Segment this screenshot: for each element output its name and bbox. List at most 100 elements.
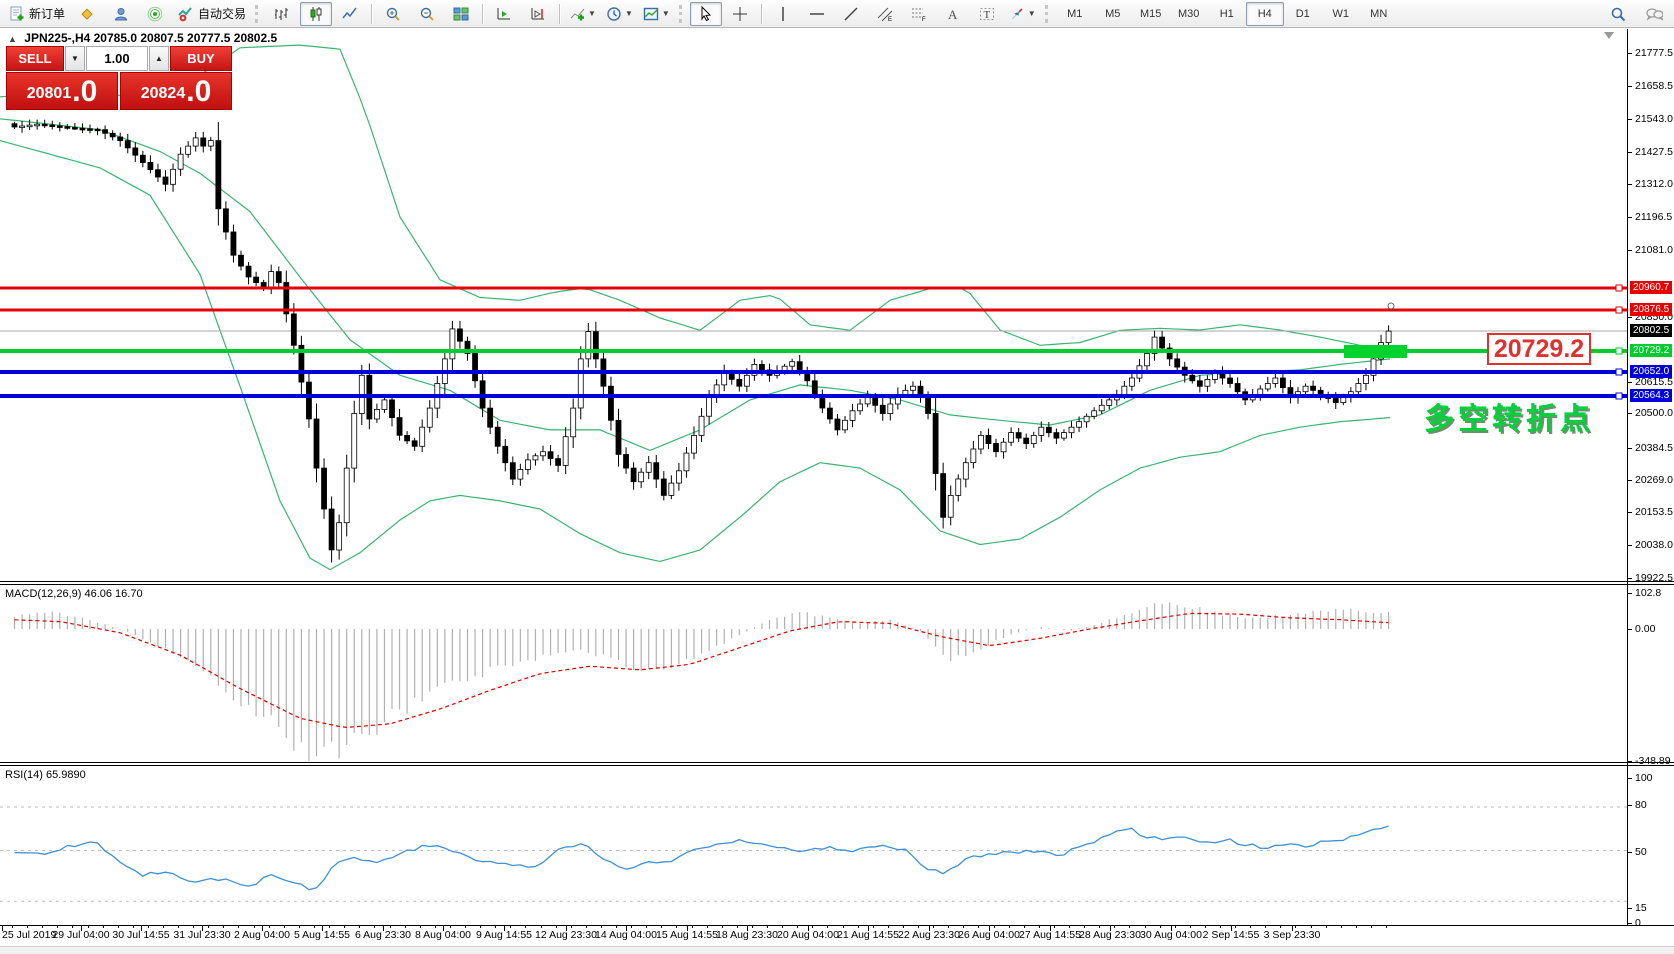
chart-shift-button[interactable] — [522, 2, 554, 26]
date-label: 18 Aug 23:30 — [716, 929, 778, 941]
vertical-line-button[interactable] — [767, 2, 799, 26]
signals-button[interactable] — [139, 2, 171, 26]
text-label-button[interactable]: T — [971, 2, 1003, 26]
timeframe-W1[interactable]: W1 — [1332, 7, 1349, 20]
candle — [540, 451, 546, 457]
cursor-button[interactable] — [689, 1, 722, 26]
search-button[interactable] — [1602, 2, 1634, 26]
pane-separator[interactable] — [0, 581, 1674, 585]
date-major-tick — [141, 926, 142, 931]
date-minor-tick — [556, 926, 557, 928]
community-button[interactable] — [105, 2, 137, 26]
sell-price-decimal: .0 — [72, 75, 98, 108]
crosshair-button[interactable] — [724, 2, 756, 26]
candle — [532, 455, 539, 461]
macd-tick-label: 0.00 — [1635, 623, 1656, 635]
autotrading-button[interactable]: 自动交易 — [173, 2, 250, 26]
zoom-in-button[interactable] — [377, 2, 409, 26]
zoom-out-button[interactable] — [411, 2, 443, 26]
svg-text:E: E — [888, 17, 892, 22]
dropdown-caret-icon: ▼ — [1027, 9, 1036, 18]
volume-decrease-button[interactable]: ▼ — [65, 46, 85, 71]
candle — [932, 413, 939, 474]
candle — [1189, 374, 1196, 382]
timeframe-M5[interactable]: M5 — [1105, 7, 1121, 20]
timeframe-M1[interactable]: M1 — [1067, 7, 1083, 20]
date-minor-tick — [782, 926, 783, 928]
collapse-icon[interactable]: ▲ — [8, 34, 17, 44]
buy-button[interactable]: BUY — [170, 46, 232, 71]
candle — [970, 448, 977, 464]
arrows-button[interactable]: ▼ — [1005, 2, 1040, 26]
timeframe-M15[interactable]: M15 — [1140, 7, 1162, 20]
date-minor-tick — [1039, 926, 1040, 928]
new-order-button[interactable]: 新订单 — [4, 2, 69, 26]
timeframe-MN[interactable]: MN — [1370, 7, 1388, 20]
candle — [645, 462, 652, 473]
text-button[interactable]: A — [937, 2, 969, 26]
main-chart-canvas[interactable] — [0, 29, 1627, 581]
timeframe-D1[interactable]: D1 — [1295, 7, 1310, 20]
tile-windows-button[interactable] — [445, 2, 477, 26]
candle — [1151, 336, 1158, 354]
scroll-to-end-icon[interactable] — [1604, 32, 1614, 39]
candle — [1166, 347, 1173, 360]
candle — [336, 522, 343, 551]
candle — [1083, 415, 1090, 423]
price-axis-tick — [1628, 250, 1632, 251]
date-minor-tick — [118, 926, 119, 928]
templates-icon — [643, 5, 660, 22]
time-axis[interactable]: 25 Jul 2019 29 Jul 04:00 30 Jul 14:55 31 Ju… — [0, 929, 1627, 945]
candle — [623, 454, 629, 469]
pane-separator[interactable] — [0, 762, 1674, 766]
sell-price[interactable]: 20801.0 — [6, 72, 118, 110]
price-axis[interactable]: 21777.5 21658.5 21543.0 21427.5 21312.0 21196… — [1628, 0, 1674, 954]
buy-price[interactable]: 20824.0 — [120, 72, 232, 110]
candle — [1204, 378, 1211, 387]
channel-button[interactable]: E — [869, 2, 901, 26]
price-axis-tick — [1628, 217, 1632, 218]
date-minor-tick — [1129, 926, 1130, 928]
timeframe-H1[interactable]: H1 — [1219, 7, 1234, 20]
date-major-tick — [929, 926, 930, 931]
sell-button[interactable]: SELL — [6, 46, 64, 71]
macd-axis-tick — [1628, 593, 1632, 594]
date-minor-tick — [88, 926, 89, 928]
trendline-button[interactable] — [835, 2, 867, 26]
metaeditor-button[interactable] — [71, 2, 103, 26]
templates-button[interactable]: ▼ — [639, 2, 674, 26]
macd-pane-canvas[interactable] — [0, 586, 1627, 762]
level-price-annotation[interactable]: 20729.2 — [1487, 333, 1591, 365]
candlestick-chart-button[interactable] — [300, 1, 333, 26]
date-label: 2 Sep 14:55 — [1202, 929, 1260, 941]
candle — [706, 396, 712, 417]
timeframe-M30[interactable]: M30 — [1178, 7, 1200, 20]
candle — [19, 125, 25, 129]
highlight-rectangle[interactable] — [1344, 345, 1407, 358]
fibonacci-button[interactable]: F — [903, 2, 935, 26]
date-minor-tick — [933, 926, 934, 928]
rsi-axis-tick — [1628, 908, 1632, 909]
candle — [1227, 377, 1233, 384]
chat-button[interactable] — [1638, 2, 1670, 26]
indicators-button[interactable]: ▼ — [565, 2, 600, 26]
auto-scroll-button[interactable] — [488, 2, 520, 26]
date-minor-tick — [1205, 926, 1206, 928]
bar-chart-button[interactable] — [266, 2, 298, 26]
date-minor-tick — [1295, 926, 1296, 928]
date-minor-tick — [344, 926, 345, 928]
rsi-tick-label: 80 — [1635, 799, 1647, 811]
tile-windows-icon — [453, 5, 470, 22]
horizontal-line-button[interactable] — [801, 2, 833, 26]
turning-point-annotation[interactable]: 多空转折点 — [1424, 403, 1594, 436]
line-chart-button[interactable] — [334, 2, 366, 26]
timeframe-H4[interactable]: H4 — [1245, 1, 1284, 26]
volume-increase-button[interactable]: ▲ — [149, 46, 169, 71]
candle — [268, 271, 275, 289]
periods-button[interactable]: ▼ — [602, 2, 637, 26]
toolbar-separator — [760, 3, 762, 24]
candle — [373, 408, 380, 420]
volume-input[interactable] — [86, 46, 148, 71]
rsi-pane-canvas[interactable] — [0, 767, 1627, 925]
date-minor-tick — [1145, 926, 1146, 928]
